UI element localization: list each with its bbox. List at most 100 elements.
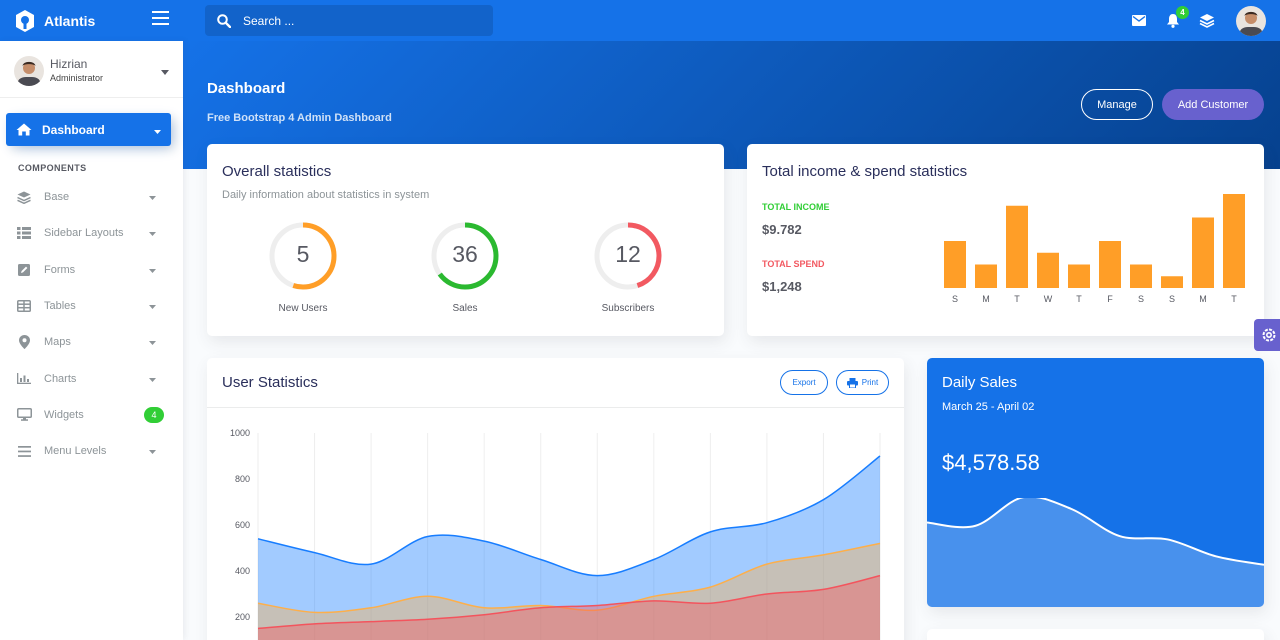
page-subtitle: Free Bootstrap 4 Admin Dashboard: [207, 112, 392, 124]
series-line: [257, 574, 881, 630]
sidebar-item-charts[interactable]: Charts: [0, 360, 183, 396]
caret-down-icon: [149, 227, 156, 239]
caret-down-icon: [149, 445, 156, 457]
daily-sales-date-range: March 25 - April 02: [942, 401, 1035, 413]
manage-button[interactable]: Manage: [1081, 89, 1153, 120]
series-area: [258, 575, 880, 640]
page-title: Dashboard: [207, 80, 286, 97]
sidebar-item-widgets[interactable]: Widgets 4: [0, 397, 183, 433]
daily-sales-card: Daily Sales March 25 - April 02 $4,578.5…: [927, 358, 1264, 607]
total-income-label: TOTAL INCOME: [762, 202, 830, 212]
sidebar-item-dashboard[interactable]: Dashboard: [6, 113, 171, 146]
caret-down-icon: [149, 300, 156, 312]
bell-icon[interactable]: 4: [1164, 5, 1189, 30]
bar: [1037, 252, 1059, 288]
y-tick-label: 600: [235, 520, 250, 530]
x-tick-label: T: [1231, 294, 1237, 304]
next-card: [927, 629, 1264, 640]
bar-chart-icon: [16, 373, 32, 385]
bar: [1130, 264, 1152, 288]
layers-icon[interactable]: [1198, 12, 1216, 30]
sidebar-item-label: Menu Levels: [44, 445, 107, 458]
print-button[interactable]: Print: [836, 370, 889, 395]
card-title: User Statistics: [222, 374, 318, 391]
x-tick-label: T: [1014, 294, 1020, 304]
card-subtitle: Daily information about statistics in sy…: [222, 189, 430, 201]
card-title: Daily Sales: [942, 374, 1018, 391]
search-icon[interactable]: [217, 13, 231, 28]
total-income-value: $9.782: [762, 222, 802, 237]
sidebar-item-sidebar-layouts[interactable]: Sidebar Layouts: [0, 215, 183, 251]
circle-value: 12: [615, 241, 641, 267]
layers-icon: [16, 191, 32, 204]
circle-value: 36: [452, 241, 478, 267]
user-role: Administrator: [50, 72, 104, 83]
menu-toggle-icon[interactable]: [152, 11, 169, 30]
sidebar-item-label: Widgets: [44, 408, 84, 421]
sidebar-item-tables[interactable]: Tables: [0, 288, 183, 324]
sidebar-item-forms[interactable]: Forms: [0, 252, 183, 288]
circle-sales: 36 Sales: [430, 221, 500, 314]
daily-sales-line: [927, 498, 1264, 566]
bar: [975, 264, 997, 288]
sidebar-item-base[interactable]: Base: [0, 179, 183, 215]
card-header-divider: [207, 407, 904, 408]
caret-down-icon: [149, 373, 156, 385]
daily-sales-area: [927, 498, 1264, 607]
total-spend-value: $1,248: [762, 279, 802, 294]
top-navbar: 4: [183, 0, 1280, 41]
bar: [1192, 217, 1214, 288]
sidebar-user[interactable]: Hizrian Administrator: [0, 41, 183, 98]
daily-sales-chart: [927, 498, 1264, 607]
progress-ring: [269, 222, 337, 290]
envelope-icon[interactable]: [1130, 12, 1148, 30]
series-line: [257, 455, 881, 577]
gear-icon: [1262, 328, 1276, 342]
x-tick-label: T: [1076, 294, 1082, 304]
sidebar-item-maps[interactable]: Maps: [0, 324, 183, 360]
export-label: Export: [792, 378, 816, 387]
progress-ring: [594, 222, 662, 290]
y-tick-label: 800: [235, 474, 250, 484]
circle-value: 5: [296, 241, 310, 267]
th-list-icon: [16, 227, 32, 240]
caret-down-icon[interactable]: [161, 62, 169, 80]
caret-down-icon: [149, 336, 156, 348]
y-tick-label: 400: [235, 566, 250, 576]
sidebar-section-label: COMPONENTS: [18, 163, 87, 173]
x-tick-label: M: [982, 294, 990, 304]
caret-down-icon: [149, 191, 156, 203]
x-tick-label: S: [952, 294, 958, 304]
x-tick-label: W: [1044, 294, 1053, 304]
sidebar-item-label: Forms: [44, 263, 76, 276]
series-area: [258, 543, 880, 640]
sidebar-item-menu-levels[interactable]: Menu Levels: [0, 433, 183, 469]
add-customer-button[interactable]: Add Customer: [1162, 89, 1264, 120]
overall-statistics-card: Overall statistics Daily information abo…: [207, 144, 724, 336]
settings-toggle[interactable]: [1254, 319, 1280, 351]
circle-label: Sales: [452, 303, 478, 314]
export-button[interactable]: Export: [780, 370, 828, 395]
y-tick-label: 1000: [230, 428, 250, 438]
home-icon: [16, 123, 32, 136]
pen-square-icon: [16, 263, 32, 276]
logo-header: Atlantis: [0, 0, 183, 41]
x-tick-label: S: [1138, 294, 1144, 304]
print-label: Print: [861, 378, 879, 387]
x-tick-label: S: [1169, 294, 1175, 304]
user-avatar[interactable]: [14, 56, 44, 86]
print-icon: [846, 377, 858, 388]
widgets-count-badge: 4: [144, 406, 164, 423]
user-statistics-chart: 1000 800 600 400 200: [230, 428, 881, 640]
user-avatar[interactable]: [1236, 5, 1266, 36]
search-input[interactable]: [243, 13, 463, 28]
series-area: [258, 456, 880, 640]
atlantis-logo-icon: [16, 9, 34, 32]
sidebar-item-label: Tables: [44, 300, 76, 313]
brand-logo[interactable]: Atlantis: [14, 9, 95, 33]
circle-new-users: 5 New Users: [268, 221, 338, 314]
caret-down-icon: [154, 123, 161, 137]
sidebar-item-label: Charts: [44, 372, 77, 385]
progress-ring: [431, 222, 499, 290]
